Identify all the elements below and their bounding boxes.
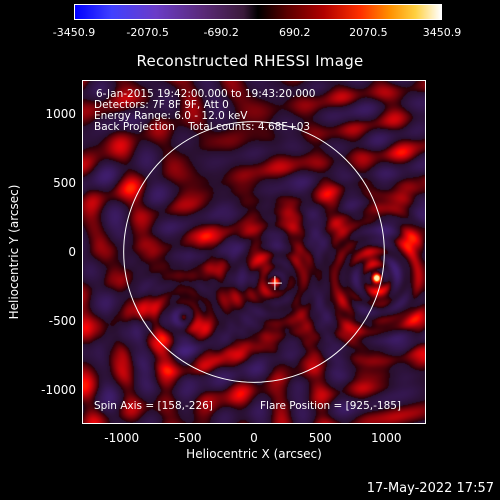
y-tick-label: 0 bbox=[68, 245, 76, 259]
y-tick-label: 1000 bbox=[45, 107, 76, 122]
x-tick-label: 1000 bbox=[371, 431, 402, 445]
x-tick-label: 500 bbox=[308, 431, 332, 445]
annotation-energy: Energy Range: 6.0 - 12.0 keV bbox=[94, 110, 248, 122]
plot-area: 6-Jan-2015 19:42:00.000 to 19:43:20.000 … bbox=[82, 80, 426, 424]
annotation-method: Back Projection Total counts: 4.68E+03 bbox=[94, 121, 311, 133]
annotation-detectors: Detectors: 7F 8F 9F, Att 0 bbox=[94, 99, 229, 111]
y-tick-label: -500 bbox=[48, 313, 76, 328]
footer-flare-position: Flare Position = [925,-185] bbox=[260, 400, 402, 412]
annotation-time: 6-Jan-2015 19:42:00.000 to 19:43:20.000 bbox=[96, 88, 316, 100]
x-tick-label: -500 bbox=[174, 431, 202, 445]
chart-title: Reconstructed RHESSI Image bbox=[136, 52, 364, 70]
plot-overlay bbox=[123, 121, 385, 383]
colorbar-tick-label: 690.2 bbox=[279, 26, 311, 39]
colorbar-tick-label: -2070.5 bbox=[126, 26, 169, 39]
colorbar-tick-label: 2070.5 bbox=[349, 26, 388, 39]
colorbar-tick-label: -690.2 bbox=[203, 26, 239, 39]
timestamp: 17-May-2022 17:57 bbox=[366, 481, 494, 496]
y-axis-label: Heliocentric Y (arcsec) bbox=[7, 184, 21, 320]
y-tick-label: -1000 bbox=[41, 382, 76, 397]
solar-limb-circle bbox=[123, 121, 385, 383]
image-heatmap bbox=[82, 80, 426, 424]
x-tick-label: 0 bbox=[250, 431, 258, 445]
colorbar-tick-label: 3450.9 bbox=[422, 26, 462, 39]
colorbar-tick-label: -3450.9 bbox=[52, 26, 96, 39]
x-tick-label: -1000 bbox=[104, 431, 140, 445]
footer-spin-axis: Spin Axis = [158,-226] bbox=[94, 400, 213, 412]
colorbar bbox=[74, 4, 442, 20]
x-axis-label: Heliocentric X (arcsec) bbox=[186, 447, 322, 461]
y-tick-label: 500 bbox=[53, 176, 76, 191]
